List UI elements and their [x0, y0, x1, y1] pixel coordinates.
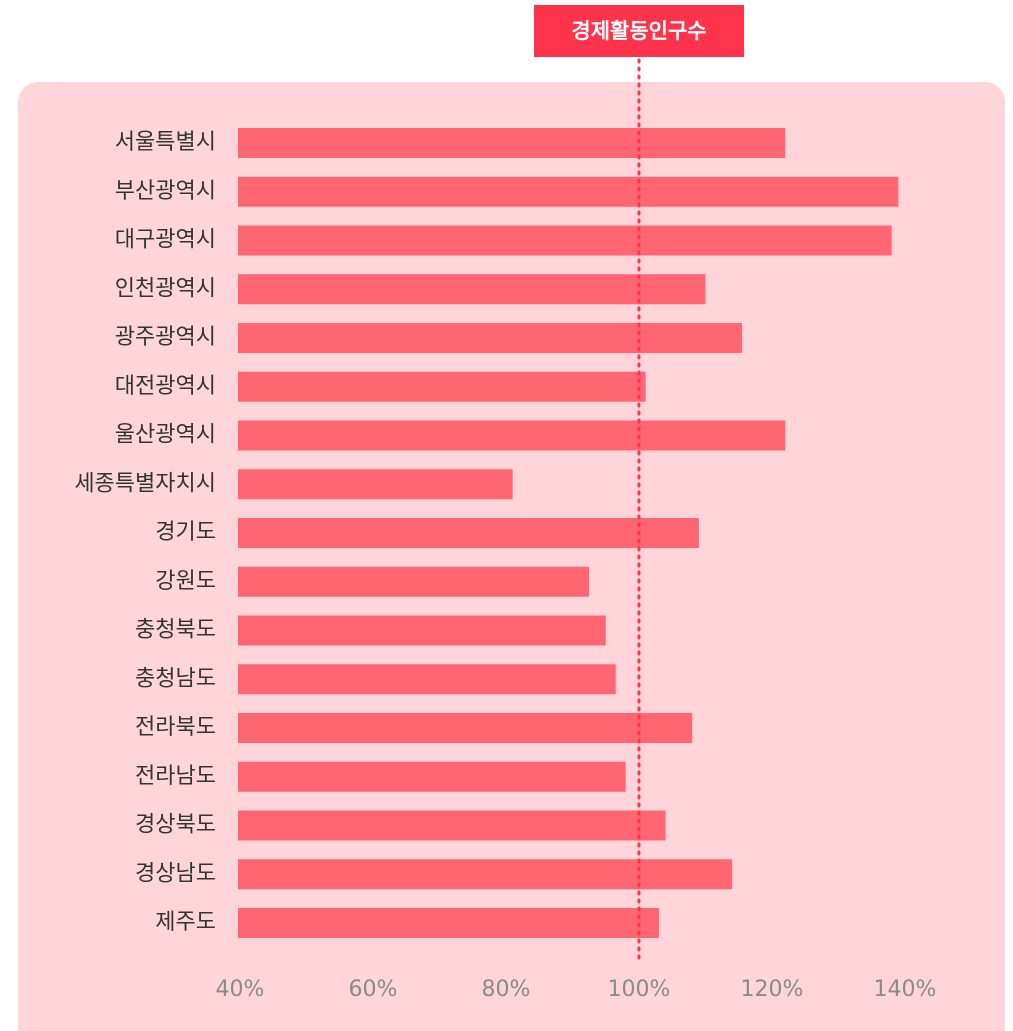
x-tick-label: 140% — [874, 977, 937, 1002]
category-label: 부산광역시 — [115, 179, 216, 204]
category-label: 인천광역시 — [115, 276, 216, 301]
category-label: 서울특별시 — [115, 130, 216, 155]
bar — [238, 469, 513, 500]
bar — [238, 274, 706, 305]
bar — [238, 371, 646, 402]
x-tick-label: 80% — [482, 977, 531, 1002]
x-tick-label: 40% — [216, 977, 265, 1002]
bar — [238, 908, 659, 938]
reference-badge — [534, 5, 744, 57]
bar — [238, 176, 899, 207]
category-label: 경상북도 — [135, 813, 216, 838]
bar — [238, 518, 699, 548]
bar — [238, 615, 606, 646]
bar — [238, 713, 693, 743]
bar — [238, 323, 743, 353]
bar — [238, 664, 616, 695]
category-label: 광주광역시 — [115, 325, 216, 350]
bar — [238, 761, 626, 792]
x-tick-label: 100% — [608, 977, 671, 1002]
category-label: 전라남도 — [135, 764, 216, 789]
category-label: 충청남도 — [135, 666, 216, 691]
category-label: 경상남도 — [135, 861, 216, 886]
reference-label: 경제활동인구수 — [571, 19, 706, 43]
x-tick-label: 120% — [741, 977, 804, 1002]
bar — [238, 225, 892, 256]
x-tick-label: 60% — [349, 977, 398, 1002]
bar — [238, 128, 786, 158]
category-label: 제주도 — [155, 910, 216, 935]
bar — [238, 859, 733, 890]
category-label: 울산광역시 — [115, 423, 216, 448]
panel — [18, 82, 1005, 1031]
category-label: 대전광역시 — [115, 374, 216, 399]
category-label: 충청북도 — [135, 618, 216, 643]
bar — [238, 420, 786, 451]
category-label: 경기도 — [155, 520, 216, 545]
bar — [238, 810, 666, 841]
category-label: 강원도 — [155, 569, 216, 594]
bar — [238, 566, 590, 597]
category-label: 대구광역시 — [115, 228, 216, 253]
category-label: 전라북도 — [135, 715, 216, 740]
category-label: 세종특별자치시 — [74, 471, 216, 496]
